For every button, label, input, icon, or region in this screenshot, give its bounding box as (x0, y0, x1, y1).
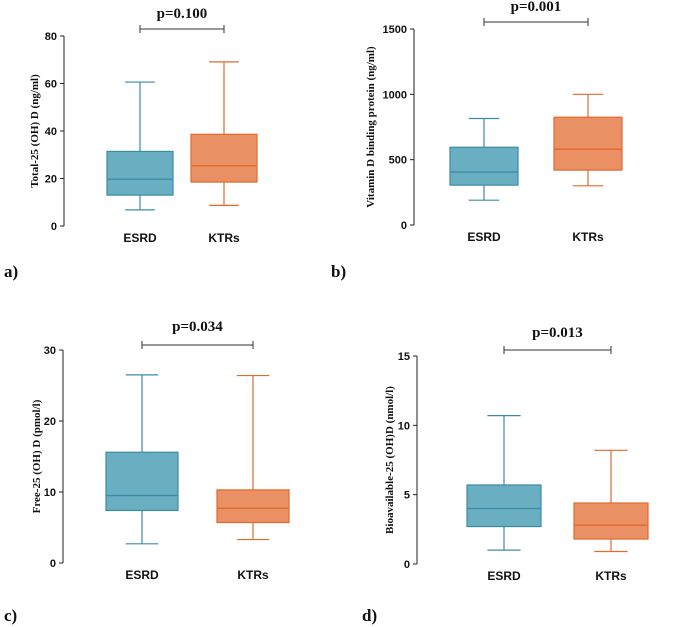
y-tick-label: 15 (398, 351, 410, 363)
y-tick-label: 40 (45, 126, 57, 138)
box-esrd (466, 415, 542, 551)
y-tick-label: 5 (404, 490, 410, 502)
p-value-label: p=0.001 (511, 0, 562, 15)
p-value-label: p=0.013 (532, 325, 583, 341)
box-iqr (105, 451, 179, 512)
box-ktrs (553, 93, 623, 187)
box-iqr (466, 484, 542, 528)
box-ktrs (190, 61, 258, 206)
category-label: ESRD (125, 568, 159, 582)
y-tick-label: 500 (389, 155, 407, 167)
box-iqr (216, 489, 290, 524)
y-axis-label: Vitamin D binding protein (ng/ml) (365, 46, 377, 208)
y-tick-label: 1000 (383, 89, 407, 101)
category-label: KTRs (237, 568, 269, 582)
box-esrd (106, 81, 174, 211)
panel-label: d) (362, 606, 377, 625)
y-axis-label: Free-25 (OH) D (pmol/l) (31, 399, 43, 513)
p-value-label: p=0.100 (157, 6, 208, 22)
y-tick-label: 20 (44, 416, 56, 428)
panel-label: c) (4, 606, 17, 625)
category-label: ESRD (487, 569, 521, 583)
box-iqr (553, 116, 623, 171)
panel-label: b) (331, 262, 346, 281)
category-label: ESRD (467, 230, 501, 244)
chart-panel-3: 0 10 20 30 Free-25 (OH) D (pmol/l) ESRD KTRs p=… (4, 319, 290, 625)
box-ktrs (573, 449, 649, 553)
y-tick-label: 0 (404, 559, 410, 571)
y-tick-label: 10 (44, 487, 56, 499)
y-tick-label: 60 (45, 79, 57, 91)
y-tick-label: 80 (45, 31, 57, 43)
category-label: KTRs (572, 230, 604, 244)
y-tick-label: 0 (50, 558, 56, 570)
chart-panel-4: 0 5 10 15 Bioavailable-25 (OH)D (nmol/l) ESRD… (362, 325, 649, 625)
box-iqr (190, 133, 258, 183)
y-tick-label: 0 (51, 221, 57, 233)
category-label: ESRD (123, 231, 157, 245)
y-tick-label: 20 (45, 174, 57, 186)
box-esrd (449, 117, 519, 201)
y-tick-label: 10 (398, 420, 410, 432)
box-ktrs (216, 374, 290, 541)
box-esrd (105, 374, 179, 545)
category-label: KTRs (595, 569, 627, 583)
chart-panel-1: 0 20 40 60 80 Total-25 (OH) D (ng/ml) ESRD KTRs… (4, 6, 258, 281)
y-tick-label: 0 (401, 220, 407, 232)
box-iqr (573, 502, 649, 540)
y-tick-label: 1500 (383, 24, 407, 36)
chart-panel-2: 0 500 1000 1500 Vitamin D binding protein (n… (331, 0, 623, 281)
box-iqr (449, 146, 519, 186)
panel-label: a) (4, 262, 18, 281)
y-axis-label: Bioavailable-25 (OH)D (nmol/l) (384, 386, 396, 534)
y-tick-label: 30 (44, 345, 56, 357)
box-iqr (106, 150, 174, 196)
y-axis-label: Total-25 (OH) D (ng/ml) (29, 74, 41, 188)
category-label: KTRs (208, 231, 240, 245)
p-value-label: p=0.034 (172, 319, 223, 335)
